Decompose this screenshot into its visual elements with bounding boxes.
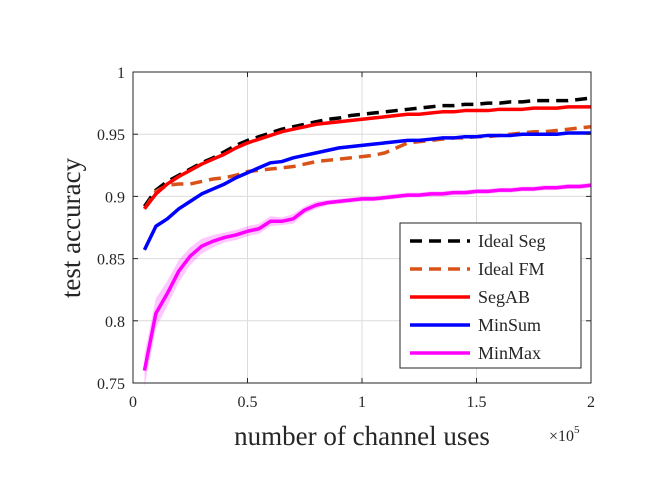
band-minmax [144,182,591,387]
axis-tick-labels: 0 0.5 1 1.5 2 0.75 0.8 0.85 0.9 0.95 1 [97,65,595,411]
legend-label-minmax: MinMax [478,343,541,363]
x-tick-label: 1 [358,394,366,411]
x-tick-label: 2 [587,394,595,411]
legend-label-segab: SegAB [478,287,530,307]
series-lines [142,96,592,371]
axis-ticks [132,71,592,384]
x-tick-label: 0 [129,394,137,411]
x-tick-label: 0.5 [238,394,258,411]
confidence-bands [144,182,591,387]
x-multiplier-exponent: 5 [574,424,580,436]
y-tick-label: 0.8 [105,314,125,331]
series-line-ideal-seg [143,96,592,208]
y-tick-label: 0.75 [97,376,125,393]
y-tick-label: 0.9 [105,189,125,206]
legend: Ideal Seg Ideal FM SegAB MinSum MinMax [399,222,582,369]
series-line-segab [143,105,591,210]
y-axis-label: test accuracy [56,157,86,298]
x-tick-label: 1.5 [467,394,487,411]
legend-label-ideal-seg: Ideal Seg [478,231,545,251]
x-multiplier: ×105 [549,424,580,445]
legend-label-minsum: MinSum [478,315,541,335]
legend-label-ideal-fm: Ideal FM [478,259,545,279]
x-axis-label: number of channel uses [234,421,490,451]
y-tick-label: 1 [117,65,125,82]
y-tick-label: 0.85 [97,252,125,269]
y-tick-label: 0.95 [97,127,125,144]
series-line-minmax [142,183,592,371]
x-multiplier-base: ×10 [549,428,574,445]
series-line-minsum [142,131,591,251]
